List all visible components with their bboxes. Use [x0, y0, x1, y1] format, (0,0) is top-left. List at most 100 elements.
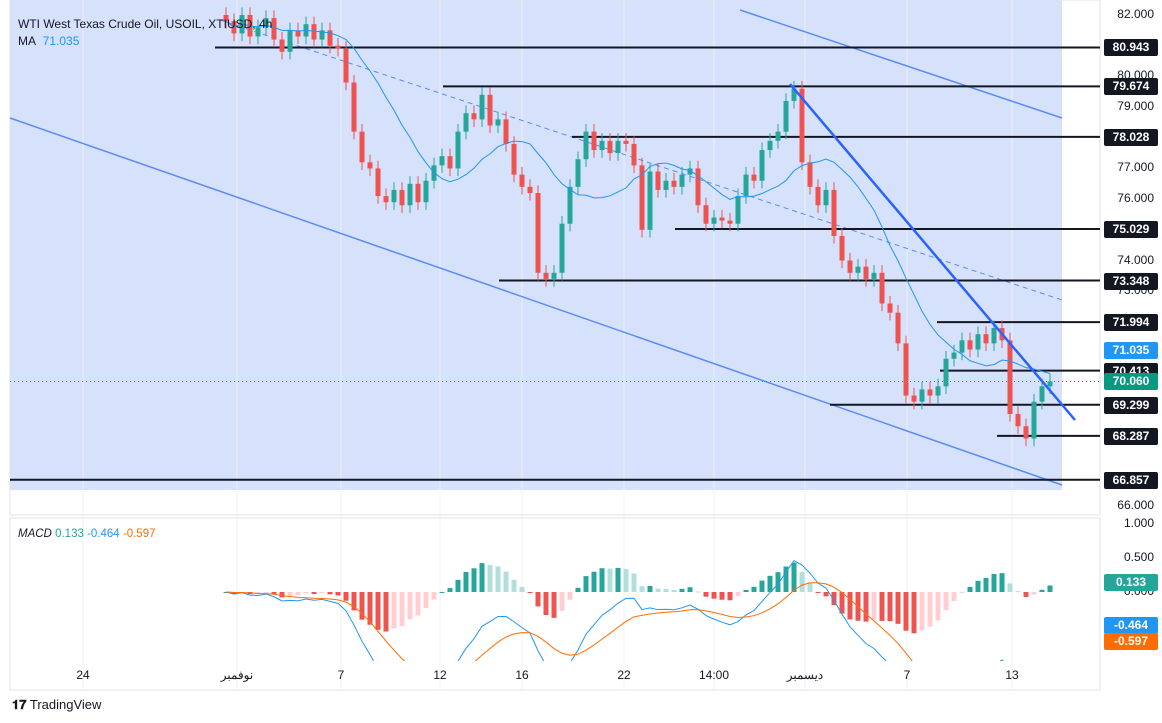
candle-body — [767, 140, 773, 151]
ma-price-tag: 71.035 — [1104, 341, 1158, 359]
macd-histogram-bar — [951, 592, 957, 602]
candle-body — [423, 180, 429, 203]
candle — [1031, 394, 1037, 447]
macd-histogram-bar — [399, 592, 405, 627]
candle — [455, 123, 461, 177]
candle-body — [391, 189, 397, 203]
candle — [543, 265, 549, 287]
candle — [503, 111, 509, 152]
candle — [439, 148, 445, 174]
candle-body — [823, 189, 829, 206]
candle — [927, 381, 933, 404]
candle — [863, 258, 869, 287]
candle — [239, 7, 245, 42]
time-tick-label: ديسمبر — [786, 668, 824, 682]
macd-histogram-bar — [935, 592, 941, 621]
main-pane-border — [9, 0, 1101, 516]
time-tick-label: 16 — [515, 668, 529, 682]
candle — [319, 22, 325, 48]
candle-body — [559, 223, 565, 273]
candle-body — [471, 113, 477, 120]
price-tick-label: 66.000 — [1117, 498, 1154, 513]
macd-histogram-bar — [703, 592, 709, 597]
candle — [767, 133, 773, 158]
macd-histogram-bar — [263, 592, 269, 593]
candle-body — [847, 260, 853, 273]
macd-histogram-bar — [823, 592, 829, 597]
candle-body — [239, 15, 245, 34]
candle — [255, 19, 261, 45]
candle-body — [495, 119, 501, 126]
macd-histogram-bar — [927, 592, 933, 627]
macd-histogram-bar — [319, 592, 325, 593]
macd-histogram-bar — [1031, 592, 1037, 595]
candle-body — [535, 193, 541, 273]
candle — [759, 142, 765, 189]
candle — [719, 209, 725, 229]
candle-body — [255, 27, 261, 37]
macd-histogram-bar — [719, 592, 725, 600]
candle-body — [487, 94, 493, 126]
candle-body — [775, 131, 781, 141]
time-tick-label: 12 — [433, 668, 447, 682]
macd-histogram-bar — [287, 592, 293, 596]
candle-body — [375, 168, 381, 197]
macd-histogram-bar — [471, 568, 477, 592]
macd-histogram-bar — [295, 592, 301, 596]
macd-histogram-bar — [311, 592, 317, 594]
macd-histogram-bar — [847, 592, 853, 620]
candle — [415, 176, 421, 210]
macd-histogram-bar — [647, 586, 653, 592]
candle — [223, 7, 229, 29]
price-tick-label: 82.000 — [1117, 7, 1154, 21]
candle — [583, 123, 589, 167]
candle-body — [279, 39, 285, 52]
candle-body — [343, 48, 349, 83]
macd-histogram-bar — [815, 592, 821, 593]
candle-body — [351, 82, 357, 132]
candle — [735, 188, 741, 232]
candle-body — [943, 358, 949, 387]
macd-signal-value: -0.597 — [122, 528, 156, 540]
macd-histogram-bar — [959, 592, 965, 593]
macd-histogram-bar — [863, 592, 869, 622]
macd-pane-border — [9, 517, 1101, 691]
macd-histogram-bar — [1039, 589, 1045, 592]
macd-hist-value: 0.133 — [55, 528, 84, 540]
candle — [791, 80, 797, 109]
macd-histogram-bar — [303, 592, 309, 594]
candle-body — [663, 180, 669, 190]
macd-histogram-bar — [271, 592, 277, 595]
candle — [639, 157, 645, 238]
candle — [463, 105, 469, 140]
macd-histogram-bar — [439, 591, 445, 593]
candle — [935, 378, 941, 404]
candle — [295, 22, 301, 45]
time-tick-label: نوفمبر — [220, 668, 254, 682]
candle — [495, 111, 501, 134]
macd-histogram-bar — [791, 562, 797, 592]
level-price-tag: 75.029 — [1104, 220, 1158, 238]
candle-body — [631, 143, 637, 166]
macd-histogram-bar — [575, 587, 581, 592]
macd-histogram-bar — [679, 588, 685, 592]
channel-lower-line — [9, 117, 1063, 486]
tradingview-brand[interactable]: 𝟏𝟕 TradingView — [12, 697, 101, 713]
candle — [807, 154, 813, 195]
macd-label: MACD — [18, 528, 52, 540]
macd-histogram-bar — [615, 567, 621, 592]
candle-body — [439, 156, 445, 166]
candle-body — [519, 174, 525, 187]
macd-histogram-bar — [639, 586, 645, 592]
macd-histogram-bar — [391, 592, 397, 629]
candle — [655, 163, 661, 198]
candle-body — [759, 150, 765, 181]
macd-histogram-bar — [511, 579, 517, 592]
macd-line-tag: -0.464 — [1104, 617, 1158, 634]
macd-histogram-bar — [503, 571, 509, 592]
macd-histogram-bar — [327, 592, 333, 595]
macd-histogram-bar — [695, 591, 701, 593]
candle — [815, 179, 821, 213]
candle — [535, 185, 541, 281]
